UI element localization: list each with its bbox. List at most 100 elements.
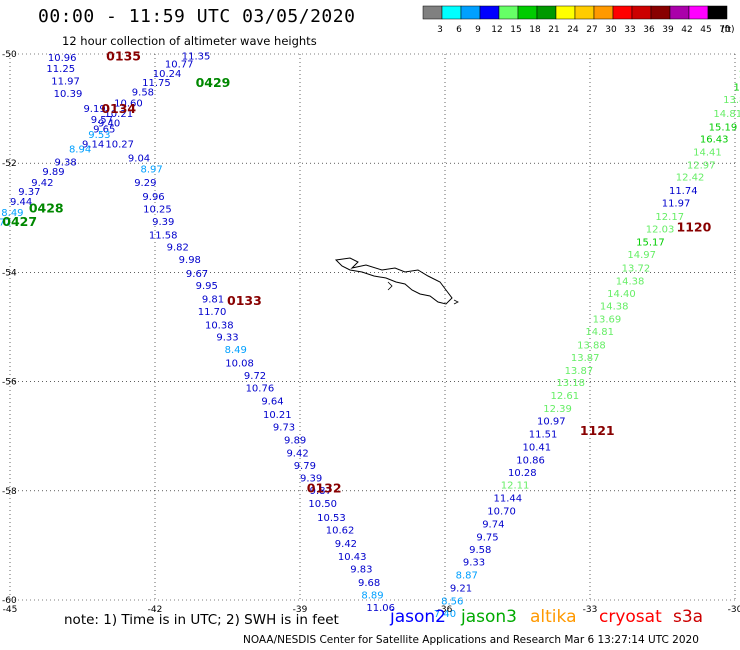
coast-detail bbox=[453, 299, 459, 305]
swh-point-label: 13.87 bbox=[723, 95, 740, 106]
swh-point-label: 10.76 bbox=[246, 383, 275, 394]
scale-label: 15 bbox=[510, 25, 521, 35]
swh-point-label: 9.68 bbox=[358, 578, 380, 589]
swh-point-label: 13.72 bbox=[622, 263, 651, 274]
swh-point-label: 9.14 bbox=[82, 139, 104, 150]
swh-point-label: 14.81 bbox=[585, 327, 614, 338]
scale-swatch bbox=[517, 5, 538, 20]
swh-point-label: 9.19 bbox=[83, 104, 105, 115]
swh-point-label: 9.29 bbox=[134, 178, 156, 189]
swh-point-label: 11.58 bbox=[149, 231, 178, 242]
scale-swatch bbox=[593, 5, 614, 20]
swh-point-label: 15.19 bbox=[709, 122, 738, 133]
swh-point-label: 13.87 bbox=[571, 353, 600, 364]
swh-point-label: 14.38 bbox=[616, 276, 645, 287]
swh-point-label: 10.60 bbox=[114, 98, 143, 109]
scale-label: 21 bbox=[548, 25, 559, 35]
scale-swatch bbox=[574, 5, 595, 20]
swh-point-label: 9.89 bbox=[284, 435, 306, 446]
y-tick-label: -52 bbox=[2, 159, 17, 169]
swh-point-label: 9.39 bbox=[152, 217, 174, 228]
scale-swatch bbox=[536, 5, 557, 20]
scale-label: 39 bbox=[662, 25, 674, 35]
scale-label: 42 bbox=[681, 25, 692, 35]
y-tick-label: -54 bbox=[2, 268, 17, 278]
swh-point-label: 15.5 bbox=[734, 83, 740, 94]
swh-point-label: 10.96 bbox=[48, 53, 77, 64]
swh-point-label: 8.87 bbox=[456, 571, 478, 582]
y-tick-label: -56 bbox=[2, 378, 17, 388]
swh-point-label: 10.50 bbox=[308, 499, 337, 510]
swh-point-label: 14.40 bbox=[607, 289, 636, 300]
scale-swatch bbox=[441, 5, 462, 20]
pass-number-label: 0135 bbox=[106, 49, 141, 64]
x-tick-label: -45 bbox=[3, 605, 18, 615]
swh-point-label: 16.43 bbox=[700, 134, 729, 145]
scale-swatch bbox=[650, 5, 671, 20]
swh-point-label: 9.53 bbox=[88, 130, 110, 141]
swh-point-label: 14.81 bbox=[713, 109, 740, 120]
swh-point-label: 10.25 bbox=[143, 204, 172, 215]
swh-point-label: 10.21 bbox=[263, 410, 292, 421]
y-tick-label: -58 bbox=[2, 487, 17, 497]
pass-number-label: 0427 bbox=[2, 214, 37, 229]
scale-swatch bbox=[631, 5, 652, 20]
scale-swatch bbox=[498, 5, 519, 20]
swh-point-label: 10.21 bbox=[104, 109, 133, 120]
swh-point-label: 8.72 bbox=[0, 217, 11, 228]
x-tick-label: -36 bbox=[438, 605, 453, 615]
swh-point-label: 9.65 bbox=[93, 125, 115, 136]
swh-point-label: 9.72 bbox=[244, 371, 266, 382]
footer-credit: NOAA/NESDIS Center for Satellite Applica… bbox=[243, 634, 699, 646]
pass-number-label: 0428 bbox=[29, 200, 64, 215]
swh-point-label: 10.97 bbox=[537, 417, 566, 428]
swh-point-label: 10.27 bbox=[105, 139, 134, 150]
swh-point-label: 7.40 bbox=[434, 609, 456, 620]
swh-point-label: 9.40 bbox=[98, 119, 120, 130]
swh-point-label: 14.38 bbox=[600, 302, 629, 313]
swh-point-label: 11.97 bbox=[51, 77, 80, 88]
swh-point-label: 14.41 bbox=[693, 148, 722, 159]
swh-point-label: 10.41 bbox=[523, 442, 552, 453]
swh-point-label: 9.96 bbox=[142, 192, 164, 203]
swh-point-label: 10.28 bbox=[508, 468, 537, 479]
swh-point-label: 8.56 bbox=[441, 596, 463, 607]
swh-point-label: 12.17 bbox=[655, 212, 684, 223]
swh-point-label: 11.74 bbox=[669, 186, 698, 197]
scale-label: 9 bbox=[475, 25, 481, 35]
scale-label: 24 bbox=[567, 25, 579, 35]
swh-point-label: 10.70 bbox=[487, 506, 516, 517]
swh-point-label: 10.08 bbox=[225, 358, 254, 369]
scale-label: 6 bbox=[456, 25, 462, 35]
legend-altika: altika bbox=[530, 607, 577, 627]
swh-point-label: 12.39 bbox=[543, 404, 572, 415]
swh-point-label: 13.69 bbox=[593, 315, 622, 326]
swh-point-label: 10.24 bbox=[153, 69, 182, 80]
swh-point-label: 9.37 bbox=[18, 187, 40, 198]
x-tick-label: -30 bbox=[728, 605, 740, 615]
scale-label: 27 bbox=[586, 25, 597, 35]
swh-point-label: 10.77 bbox=[165, 60, 194, 71]
footer-note: note: 1) Time is in UTC; 2) SWH is in fe… bbox=[64, 612, 339, 628]
swh-point-label: 9.87 bbox=[310, 486, 332, 497]
scale-label: 18 bbox=[529, 25, 541, 35]
swh-point-label: 12.97 bbox=[687, 161, 716, 172]
swh-point-label: 8.49 bbox=[225, 345, 247, 356]
swh-point-label: 9.44 bbox=[10, 197, 32, 208]
pass-number-label: 1120 bbox=[677, 219, 712, 234]
data-points: 10.9611.2511.9710.399.199.579.659.5310.2… bbox=[0, 51, 740, 619]
swh-point-label: 13.88 bbox=[577, 340, 606, 351]
swh-point-label: 9.73 bbox=[273, 423, 295, 434]
swh-point-label: 10.39 bbox=[54, 89, 83, 100]
swh-point-label: 9.42 bbox=[286, 448, 308, 459]
scale-label: 30 bbox=[605, 25, 617, 35]
swh-point-label: 9.33 bbox=[216, 333, 238, 344]
coast-detail bbox=[387, 281, 393, 291]
x-tick-label: -33 bbox=[583, 605, 598, 615]
swh-point-label: 11.51 bbox=[529, 429, 558, 440]
swh-point-label: 13.87 bbox=[565, 366, 594, 377]
grid bbox=[9, 53, 736, 601]
swh-point-label: 9.21 bbox=[450, 583, 472, 594]
